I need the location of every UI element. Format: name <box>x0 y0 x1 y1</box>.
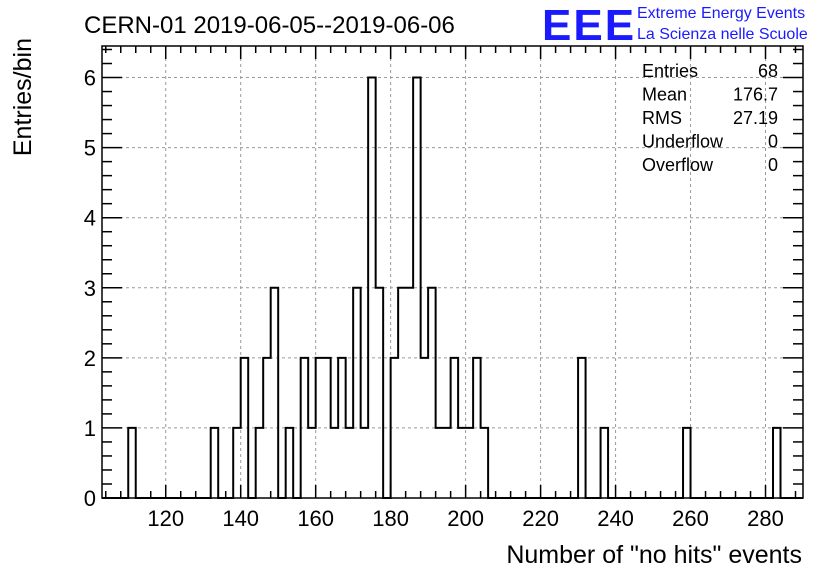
y-tick-label: 4 <box>84 206 96 231</box>
stats-box: Entries 68 Mean 176.7 RMS 27.19 Underflow 0 Over… <box>642 61 778 175</box>
y-tick-label: 5 <box>84 136 96 161</box>
stats-value: 27.19 <box>733 108 778 128</box>
plot-frame <box>101 45 804 499</box>
x-tick-label: 160 <box>297 506 334 531</box>
stats-label: Underflow <box>642 132 724 152</box>
chart-title: CERN-01 2019-06-05--2019-06-06 <box>84 12 455 39</box>
stats-label: Mean <box>642 85 687 105</box>
stats-value: 68 <box>758 61 778 81</box>
x-tick-label: 120 <box>147 506 184 531</box>
stats-value: 176.7 <box>733 85 778 105</box>
logo-line-2: La Scienza nelle Scuole <box>637 26 808 43</box>
logo-line-1: Extreme Energy Events <box>637 5 805 22</box>
axis-ticks <box>102 46 803 499</box>
x-tick-label: 140 <box>222 506 259 531</box>
x-tick-label: 180 <box>372 506 409 531</box>
y-axis-label: Entries/bin <box>9 38 37 156</box>
stats-label: Overflow <box>642 155 714 175</box>
x-tick-label: 240 <box>597 506 634 531</box>
x-tick-label: 260 <box>672 506 709 531</box>
y-tick-label: 6 <box>84 66 96 91</box>
stats-value: 0 <box>768 155 778 175</box>
histogram-step-line <box>102 76 803 499</box>
x-tick-label: 280 <box>747 506 784 531</box>
y-tick-label: 2 <box>84 346 96 371</box>
x-tick-labels: 120 140 160 180 200 220 240 260 280 <box>147 506 784 531</box>
y-tick-labels: 0 1 2 3 4 5 6 <box>84 66 96 511</box>
x-axis-label: Number of "no hits" events <box>506 541 802 569</box>
stats-value: 0 <box>768 132 778 152</box>
y-tick-label: 1 <box>84 416 96 441</box>
stats-label: RMS <box>642 108 682 128</box>
eee-logo-mark: EEE <box>542 1 636 50</box>
x-tick-label: 220 <box>522 506 559 531</box>
eee-logo: EEE Extreme Energy Events La Scienza nel… <box>542 1 808 50</box>
stats-label: Entries <box>642 61 698 81</box>
y-tick-label: 3 <box>84 276 96 301</box>
x-tick-label: 200 <box>447 506 484 531</box>
y-tick-label: 0 <box>84 486 96 511</box>
